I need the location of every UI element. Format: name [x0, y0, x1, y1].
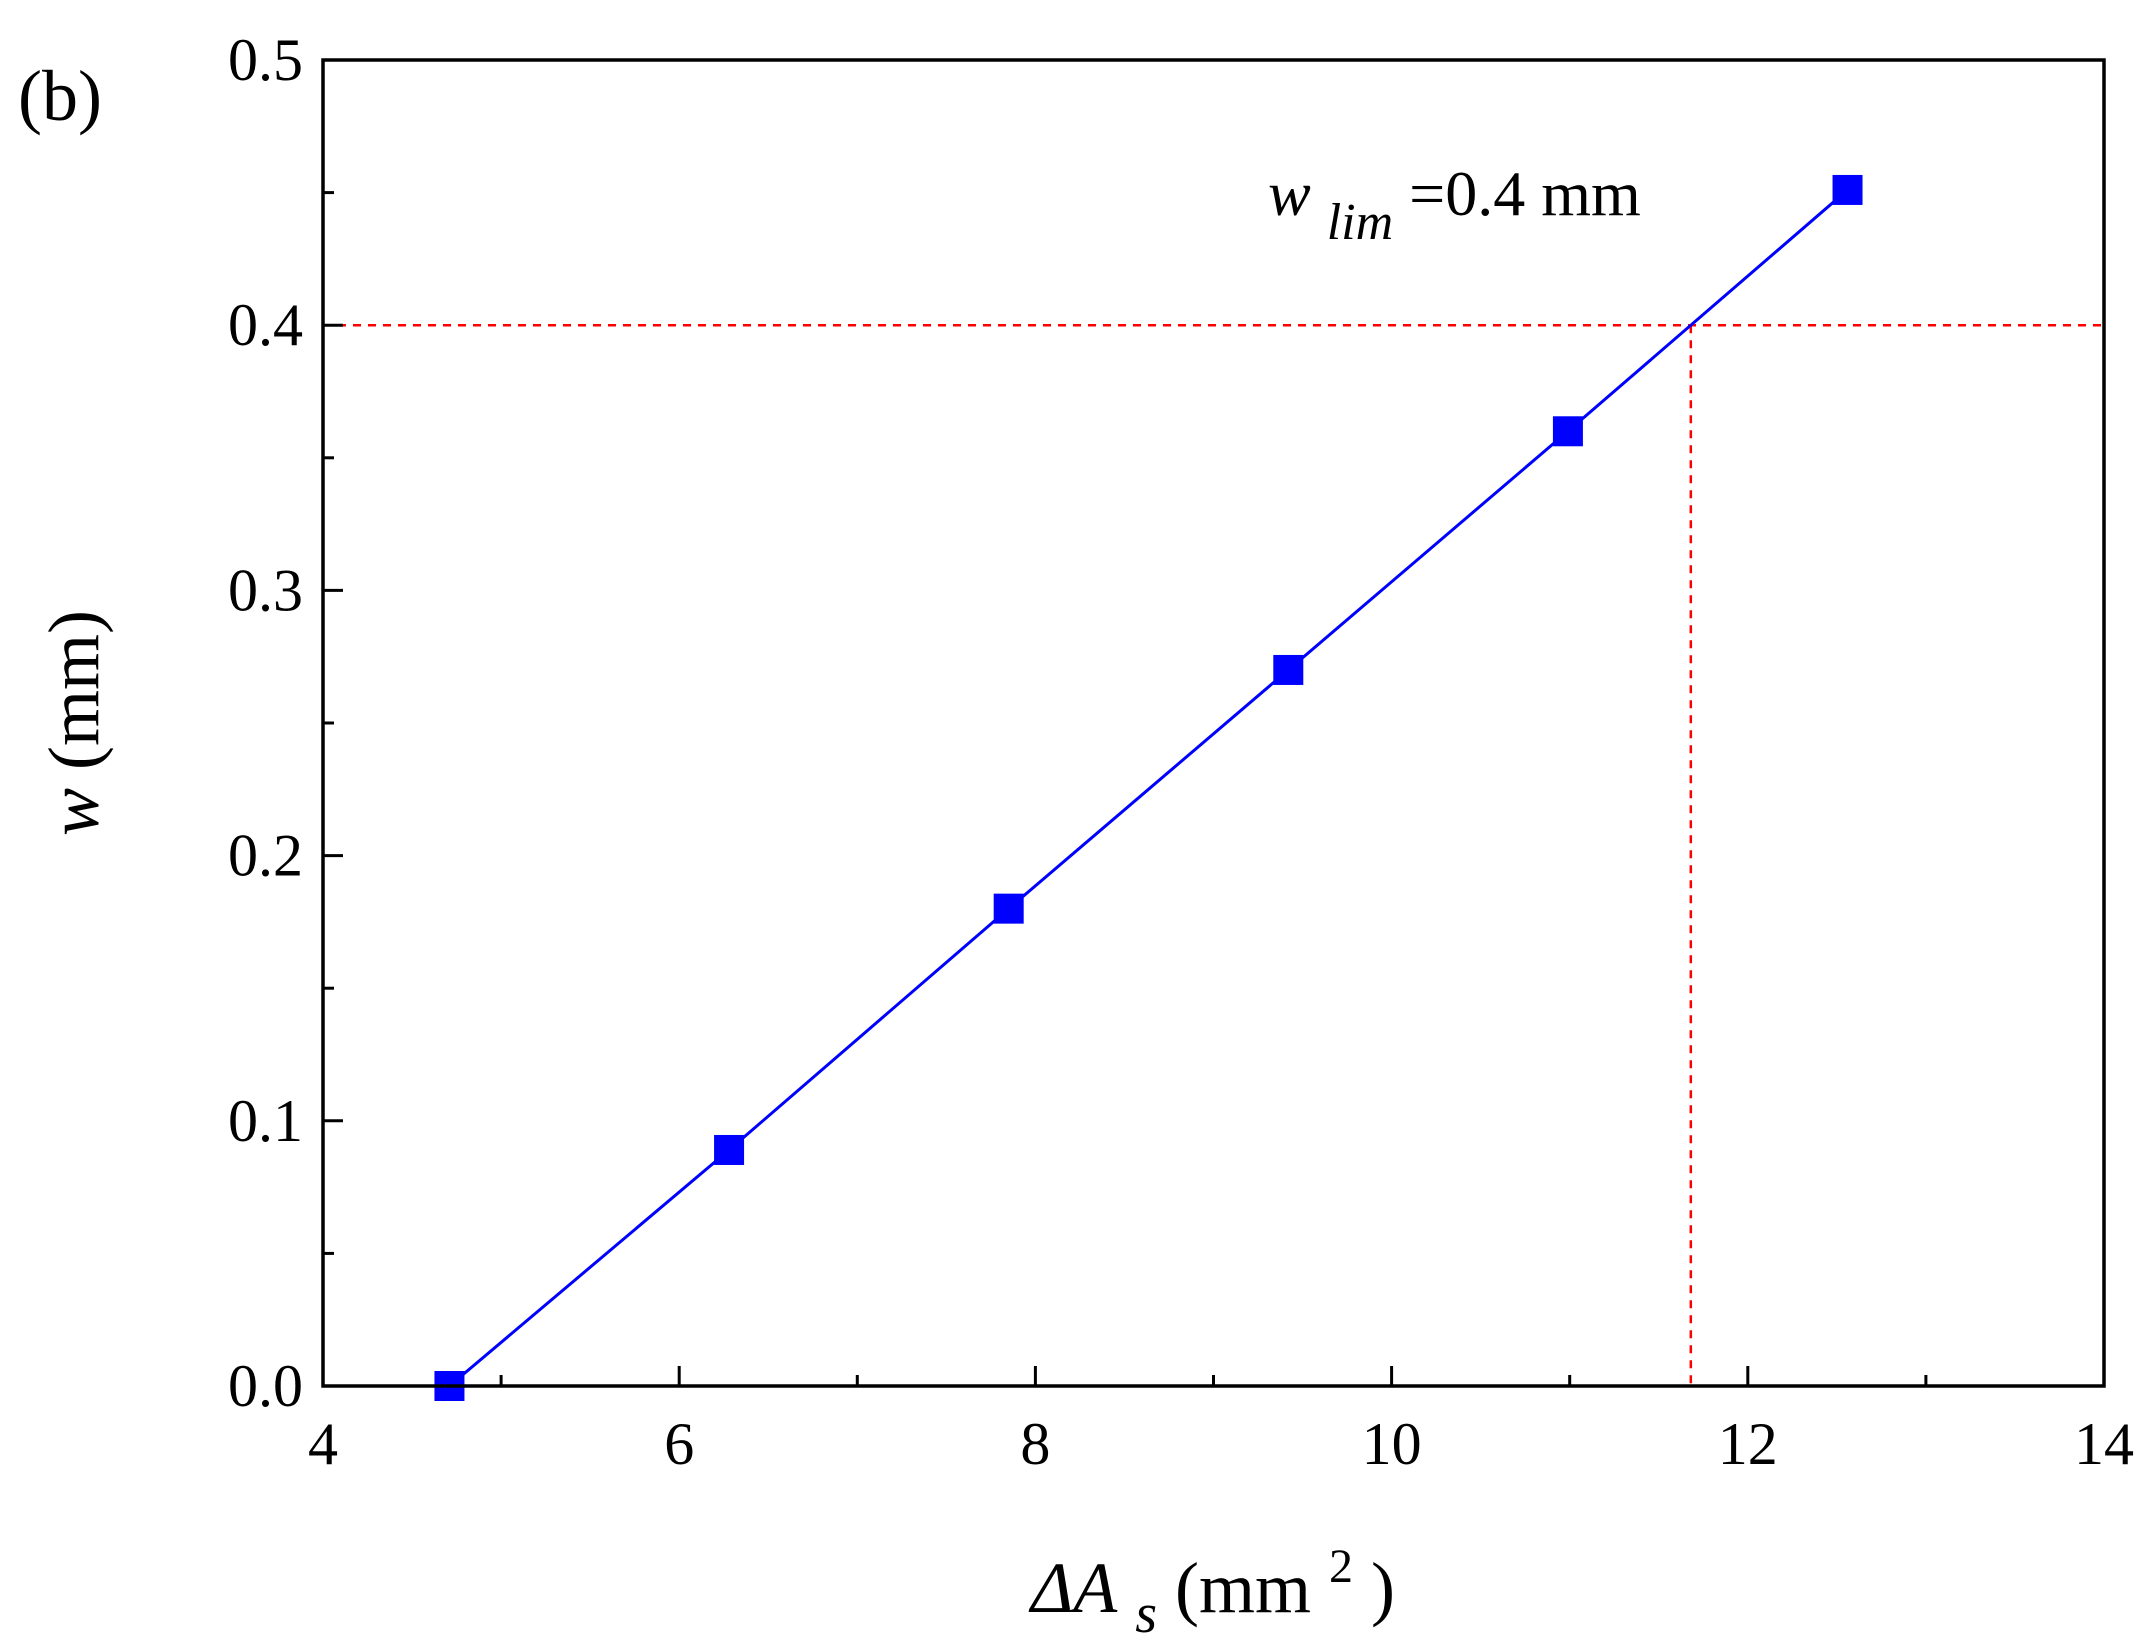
x-axis-label: ΔA s (mm 2 ): [1028, 1518, 1395, 1641]
x-label-unit: (mm: [1175, 1548, 1311, 1628]
x-axis-ticks: 4 6 8 10 12 14: [308, 1366, 2134, 1477]
y-tick-label: 0.4: [228, 292, 303, 358]
y-tick-label: 0.1: [228, 1088, 303, 1154]
series-line: [448, 188, 1849, 1388]
x-tick-label: 6: [664, 1411, 694, 1477]
x-tick-label: 10: [1362, 1411, 1422, 1477]
y-tick-label: 0.2: [228, 823, 303, 889]
y-axis-label: w (mm): [34, 610, 114, 836]
panel-label: (b): [18, 56, 102, 136]
x-tick-label: 14: [2074, 1411, 2134, 1477]
data-point: [993, 893, 1024, 924]
y-label-main: w: [34, 788, 114, 836]
y-axis-ticks: 0.0 0.1 0.2 0.3 0.4 0.5: [228, 27, 343, 1419]
annotation-main: w: [1268, 158, 1311, 229]
series-group: [434, 174, 1863, 1401]
data-point: [1552, 416, 1583, 447]
x-label-close: ): [1371, 1548, 1395, 1628]
plot-frame: [321, 58, 2106, 1388]
y-tick-label: 0.3: [228, 557, 303, 623]
x-label-sub: s: [1135, 1583, 1157, 1641]
data-point: [1273, 654, 1304, 685]
x-tick-label: 4: [308, 1411, 338, 1477]
x-label-sup: 2: [1329, 1540, 1353, 1593]
reference-lines: [323, 323, 2104, 1386]
limit-annotation: w lim =0.4 mm: [1268, 158, 1641, 253]
y-tick-label: 0.5: [228, 27, 303, 93]
x-tick-label: 8: [1020, 1411, 1050, 1477]
y-tick-label: 0.0: [228, 1353, 303, 1419]
x-tick-label: 12: [1718, 1411, 1778, 1477]
y-label-unit: (mm): [34, 610, 114, 770]
annotation-sub: lim: [1327, 194, 1393, 251]
data-point: [1832, 174, 1863, 205]
annotation-rest: =0.4 mm: [1409, 158, 1641, 229]
x-label-main: ΔA: [1028, 1548, 1118, 1628]
data-point: [714, 1134, 745, 1165]
